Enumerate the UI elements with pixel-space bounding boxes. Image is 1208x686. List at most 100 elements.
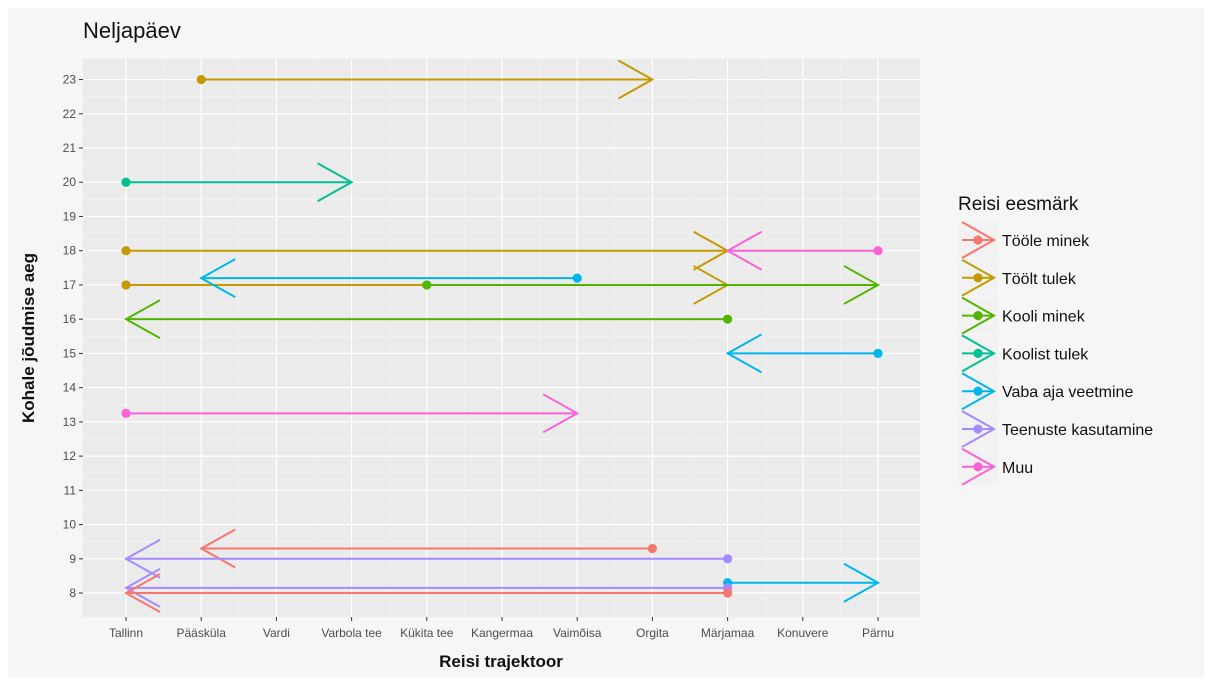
y-tick-label: 8 bbox=[69, 586, 76, 600]
legend-item-toolt-tulek: Töölt tulek bbox=[958, 258, 1077, 297]
trip-start-point bbox=[873, 348, 883, 359]
series-layer bbox=[121, 59, 883, 613]
legend-label: Muu bbox=[1002, 460, 1033, 477]
legend-label: Kooli minek bbox=[1002, 309, 1086, 326]
y-tick-label: 19 bbox=[63, 209, 77, 223]
arrow-head bbox=[123, 568, 161, 608]
trip-arrow-teenuste bbox=[123, 538, 733, 579]
legend-title: Reisi eesmärk bbox=[958, 194, 1079, 215]
arrow-head bbox=[725, 230, 763, 271]
x-tick-label: Pääsküla bbox=[177, 626, 227, 640]
legend-key-point bbox=[973, 348, 983, 358]
trip-start-point bbox=[873, 246, 883, 256]
legend-key-arrow bbox=[961, 258, 997, 297]
trip-start-point bbox=[196, 74, 206, 85]
trip-arrow-muu bbox=[121, 393, 580, 434]
x-tick-label: Kangermaa bbox=[471, 626, 533, 640]
legend-item-muu: Muu bbox=[958, 447, 1033, 486]
y-tick-label: 9 bbox=[69, 552, 76, 566]
arrow-head bbox=[123, 299, 161, 340]
chart-title: Neljapäev bbox=[83, 18, 181, 43]
y-tick-label: 21 bbox=[63, 141, 77, 155]
y-tick-label: 10 bbox=[63, 518, 77, 532]
trip-start-point bbox=[572, 273, 582, 283]
x-tick-label: Märjamaa bbox=[701, 626, 755, 640]
trip-arrow-kooli bbox=[422, 265, 881, 305]
legend-key-point bbox=[973, 462, 983, 472]
trip-arrow-toole bbox=[199, 528, 658, 569]
legend-item-kooli-minek: Kooli minek bbox=[958, 296, 1086, 335]
legend-key-arrow bbox=[961, 334, 997, 373]
arrow-head bbox=[199, 258, 236, 298]
legend-key-arrow bbox=[961, 447, 997, 486]
trip-arrow-toolt bbox=[196, 59, 655, 100]
x-tick-label: Kükita tee bbox=[400, 626, 454, 640]
legend-key-arrow bbox=[961, 296, 997, 335]
legend-item-toole-minek: Tööle minek bbox=[958, 221, 1090, 259]
legend-label: Töölt tulek bbox=[1002, 271, 1077, 288]
legend-key-arrow bbox=[961, 372, 997, 411]
legend-label: Vaba aja veetmine bbox=[1002, 384, 1133, 401]
legend-item-koolist-tulek: Koolist tulek bbox=[958, 334, 1089, 373]
x-tick-label: Orgita bbox=[636, 626, 669, 640]
legend-key-point bbox=[973, 311, 983, 321]
y-tick-label: 17 bbox=[63, 278, 77, 292]
trip-start-point bbox=[723, 314, 733, 324]
y-tick-label: 16 bbox=[63, 312, 77, 326]
trip-arrow-vaba bbox=[725, 333, 883, 374]
arrow-head bbox=[317, 162, 354, 203]
x-axis-label: Reisi trajektoor bbox=[439, 652, 563, 671]
trip-arrow-muu bbox=[725, 230, 883, 271]
trip-start-point bbox=[121, 177, 131, 187]
arrow-head bbox=[843, 265, 881, 305]
y-tick-label: 12 bbox=[63, 449, 77, 463]
trip-arrow-vaba bbox=[199, 258, 582, 298]
legend-item-vaba-aja-veetmine: Vaba aja veetmine bbox=[958, 372, 1133, 411]
x-tick-label: Vaimõisa bbox=[553, 626, 602, 640]
legend-key-arrow bbox=[961, 221, 997, 259]
trip-start-point bbox=[422, 280, 432, 290]
legend-label: Tööle minek bbox=[1002, 233, 1090, 250]
arrow-head bbox=[123, 538, 161, 579]
arrow-head bbox=[123, 573, 161, 613]
legend-key-point bbox=[973, 235, 983, 245]
trip-start-point bbox=[121, 408, 131, 418]
trip-start-point bbox=[121, 280, 131, 290]
y-tick-label: 20 bbox=[63, 175, 77, 189]
arrow-head bbox=[617, 59, 655, 100]
legend-label: Koolist tulek bbox=[1002, 346, 1089, 363]
x-tick-label: Konuvere bbox=[777, 626, 829, 640]
trip-start-point bbox=[121, 246, 131, 256]
legend-key-arrow bbox=[961, 410, 997, 448]
trip-arrow-koolist bbox=[121, 162, 354, 203]
arrow-head bbox=[725, 333, 763, 374]
y-tick-label: 18 bbox=[63, 244, 77, 258]
legend-label: Teenuste kasutamine bbox=[1002, 422, 1153, 439]
y-tick-label: 15 bbox=[63, 346, 77, 360]
y-tick-label: 14 bbox=[63, 381, 77, 395]
y-tick-label: 13 bbox=[63, 415, 77, 429]
x-tick-label: Tallinn bbox=[109, 626, 143, 640]
y-tick-label: 11 bbox=[64, 483, 77, 497]
y-tick-label: 23 bbox=[63, 73, 77, 87]
x-axis: Tallinn Pääsküla Vardi Varbola tee Kükita te… bbox=[109, 617, 894, 640]
arrow-head bbox=[843, 562, 881, 603]
legend-key-point bbox=[973, 386, 983, 396]
x-tick-label: Pärnu bbox=[862, 626, 894, 640]
legend-item-teenuste-kasutamine: Teenuste kasutamine bbox=[958, 410, 1153, 448]
legend: Reisi eesmärk Tööle minek Töölt tulek Kool… bbox=[958, 194, 1153, 486]
legend-key-point bbox=[973, 273, 983, 283]
arrow-head bbox=[199, 528, 236, 569]
y-axis: 8 9 10 11 12 13 14 15 16 17 18 19 20 21 22 23 bbox=[63, 73, 83, 600]
trip-arrow-kooli bbox=[123, 299, 733, 340]
trip-start-point bbox=[647, 543, 658, 554]
legend-items: Tööle minek Töölt tulek Kooli minek Koolist… bbox=[958, 221, 1153, 486]
x-tick-label: Vardi bbox=[263, 626, 290, 640]
arrow-head bbox=[542, 393, 580, 434]
trip-arrow-vaba bbox=[723, 562, 881, 603]
trip-start-point bbox=[723, 554, 733, 564]
x-tick-label: Varbola tee bbox=[321, 626, 382, 640]
y-axis-label: Kohale jõudmise aeg bbox=[19, 253, 38, 423]
